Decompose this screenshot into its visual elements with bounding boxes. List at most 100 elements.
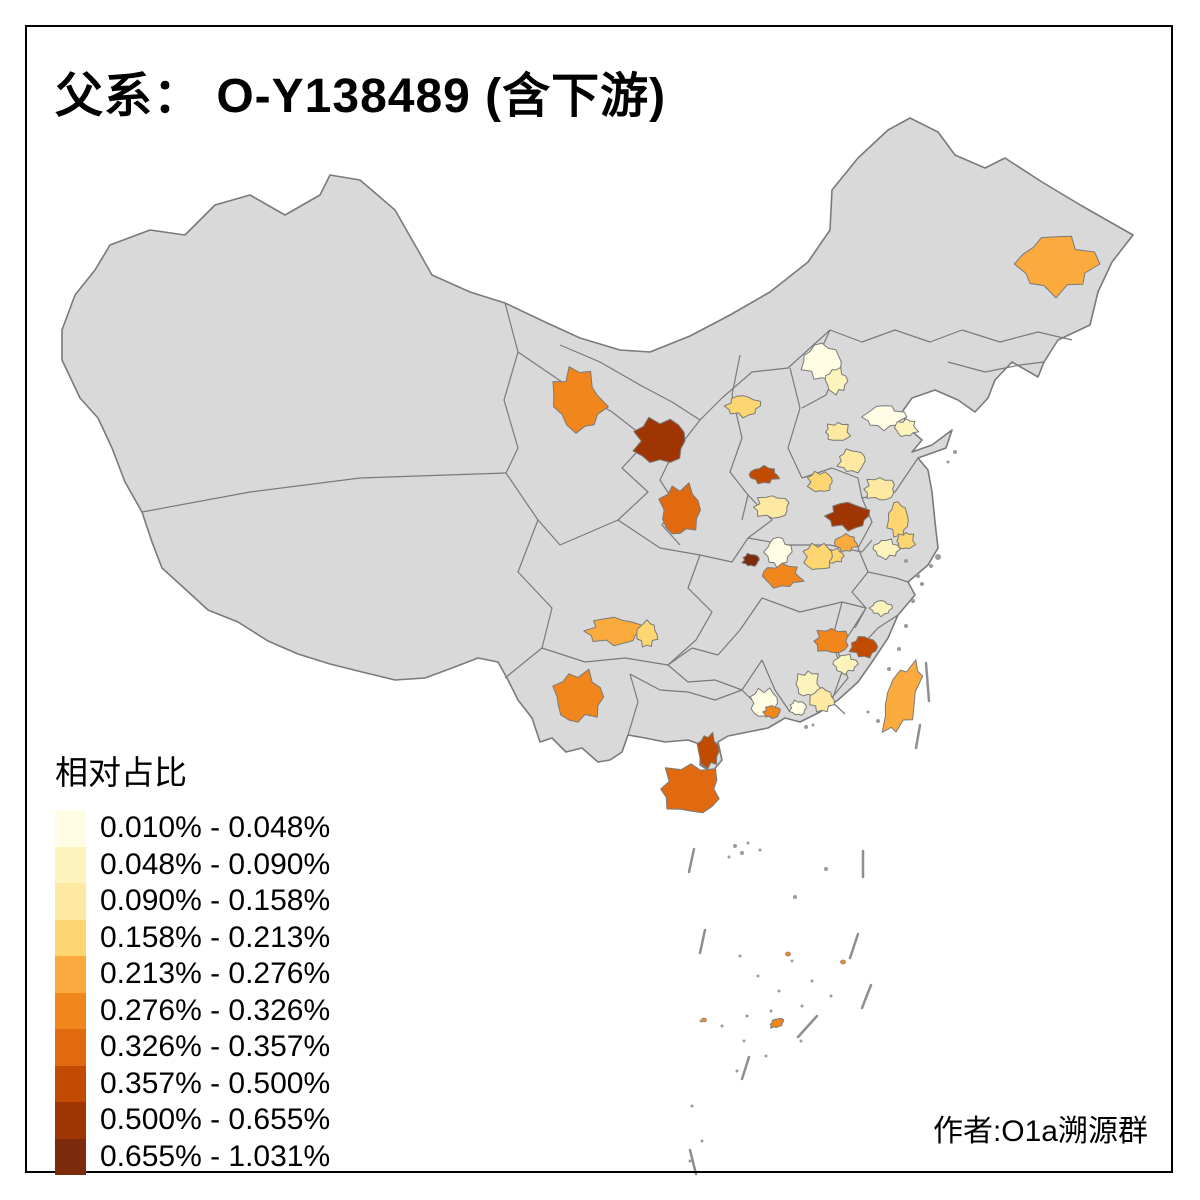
- island-dot-19: [699, 1019, 703, 1023]
- region-hebei-xingtai: [836, 448, 866, 474]
- attribution-text: 作者:O1a溯源群: [932, 1115, 1148, 1148]
- province-border-23: [667, 659, 763, 691]
- region-anhui-bozhou: [834, 533, 859, 553]
- legend-row-2: 0.048% - 0.090%: [55, 846, 331, 883]
- region-jiangsu-taizhou: [896, 531, 917, 550]
- region-henan-luohe: [806, 470, 833, 493]
- region-heilongjiang-jiamusi: [1013, 235, 1101, 299]
- island-dot-30: [897, 647, 901, 651]
- sea-boundary-dash-3: [698, 928, 707, 955]
- region-zhejiang-wenzhou: [868, 600, 893, 618]
- legend-row-4: 0.158% - 0.213%: [55, 919, 330, 956]
- island-dot-9: [756, 974, 760, 978]
- province-border-31: [747, 494, 773, 539]
- island-dot-4: [746, 841, 750, 845]
- island-dot-18: [720, 1024, 724, 1028]
- island-dot-7: [824, 867, 828, 871]
- island-dot-22: [735, 1069, 739, 1073]
- region-hubei-shiyan: [763, 536, 793, 571]
- legend-label-7: 0.326% - 0.357%: [100, 1030, 331, 1064]
- legend-label-3: 0.090% - 0.158%: [100, 884, 331, 918]
- legend-swatch-6: [55, 992, 86, 1029]
- legend-label-10: 0.655% - 1.031%: [100, 1139, 331, 1173]
- province-border-5: [537, 439, 649, 546]
- province-border-13: [801, 457, 919, 499]
- island-dot-13: [745, 1014, 749, 1018]
- sea-boundary-dash-8: [688, 1148, 698, 1176]
- island-dot-6: [793, 895, 797, 899]
- region-shanxi-yuncheng: [748, 464, 781, 485]
- province-border-29: [831, 601, 843, 701]
- island-dot-26: [904, 559, 908, 563]
- legend-swatch-7: [55, 1029, 86, 1066]
- map-title: 父系： O-Y138489 (含下游): [55, 70, 667, 123]
- sea-boundary-dash-5: [796, 1014, 819, 1039]
- island-dot-39: [953, 450, 957, 454]
- province-border-10: [947, 361, 1045, 373]
- region-gansu-wuwei: [552, 366, 609, 434]
- legend-label-2: 0.048% - 0.090%: [100, 847, 331, 881]
- region-hubei-suizhou: [802, 542, 833, 570]
- province-border-24: [627, 673, 639, 736]
- region-scs-island-c: [840, 959, 846, 965]
- island-dot-12: [769, 1009, 773, 1013]
- legend-row-5: 0.213% - 0.276%: [55, 956, 330, 993]
- sea-boundary-dash-4: [848, 932, 860, 960]
- legend-label-6: 0.276% - 0.326%: [100, 993, 331, 1027]
- legend-swatch-5: [55, 956, 86, 993]
- province-border-9: [961, 329, 1073, 343]
- island-dot-8: [738, 954, 742, 958]
- island-dot-35: [929, 564, 933, 568]
- sea-boundary-dash-6: [740, 1055, 751, 1081]
- province-border-20: [667, 554, 713, 666]
- island-dot-17: [742, 1039, 746, 1043]
- legend-label-9: 0.500% - 0.655%: [100, 1103, 331, 1137]
- island-dot-16: [829, 994, 833, 998]
- region-henan-sanmenxia: [753, 495, 790, 519]
- region-taiwan: [881, 659, 924, 733]
- island-dot-36: [920, 582, 924, 586]
- region-hainan: [660, 763, 720, 814]
- island-dot-21: [799, 1039, 803, 1043]
- island-dot-2: [740, 851, 744, 855]
- island-dot-5: [758, 848, 762, 852]
- region-sichuan-chengdu: [583, 616, 643, 647]
- region-guangdong-meizhou: [809, 686, 836, 713]
- region-hubei-xiangyang: [761, 562, 805, 589]
- sea-boundary-dash-2: [687, 847, 696, 874]
- island-dot-33: [811, 723, 815, 727]
- region-henan-zhoukou: [824, 501, 871, 532]
- province-border-3: [504, 472, 553, 679]
- region-fujian-ningde: [848, 636, 879, 659]
- island-dot-31: [887, 667, 891, 671]
- province-border-17: [867, 571, 909, 583]
- island-dot-20: [764, 1054, 768, 1058]
- province-border-11: [729, 354, 749, 521]
- island-dot-27: [916, 574, 920, 578]
- legend-title: 相对占比: [55, 754, 187, 791]
- legend-swatch-10: [55, 1138, 86, 1175]
- island-dot-10: [777, 989, 781, 993]
- legend-swatch-1: [55, 810, 86, 847]
- sea-boundary-dash-10: [914, 723, 922, 750]
- region-scs-island-a: [769, 1017, 785, 1029]
- legend-label-8: 0.357% - 0.500%: [100, 1066, 331, 1100]
- region-shandong-weifang: [894, 418, 920, 438]
- province-border-21: [541, 647, 669, 666]
- island-dot-25: [688, 1159, 692, 1163]
- region-guangdong-zhanjiang: [696, 731, 720, 769]
- island-dot-40: [946, 460, 950, 464]
- island-dot-37: [876, 719, 880, 723]
- province-border-22: [667, 597, 763, 666]
- region-jiangsu-xuzhou: [863, 477, 895, 501]
- sea-boundary-dash-9: [924, 661, 931, 703]
- island-dot-28: [911, 599, 915, 603]
- region-jiangxi-south-cream: [788, 699, 807, 716]
- region-sichuan-suining: [636, 619, 659, 648]
- legend-row-7: 0.326% - 0.357%: [55, 1029, 330, 1066]
- legend-row-8: 0.357% - 0.500%: [55, 1065, 331, 1102]
- island-dot-15: [810, 979, 814, 983]
- legend-swatch-4: [55, 919, 86, 956]
- island-dot-24: [700, 1139, 704, 1143]
